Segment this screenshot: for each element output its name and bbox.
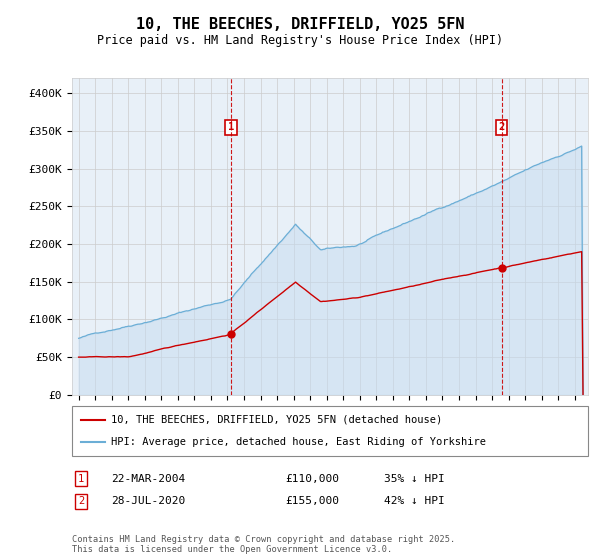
Text: £110,000: £110,000 [285,474,339,484]
Text: HPI: Average price, detached house, East Riding of Yorkshire: HPI: Average price, detached house, East… [111,437,486,447]
Text: Contains HM Land Registry data © Crown copyright and database right 2025.
This d: Contains HM Land Registry data © Crown c… [72,535,455,554]
Text: 1: 1 [78,474,84,484]
Text: 28-JUL-2020: 28-JUL-2020 [111,496,185,506]
Text: 42% ↓ HPI: 42% ↓ HPI [384,496,445,506]
Text: 10, THE BEECHES, DRIFFIELD, YO25 5FN: 10, THE BEECHES, DRIFFIELD, YO25 5FN [136,17,464,31]
Text: £155,000: £155,000 [285,496,339,506]
Text: 10, THE BEECHES, DRIFFIELD, YO25 5FN (detached house): 10, THE BEECHES, DRIFFIELD, YO25 5FN (de… [111,415,442,425]
Text: 2: 2 [499,123,505,132]
Text: 22-MAR-2004: 22-MAR-2004 [111,474,185,484]
Text: 35% ↓ HPI: 35% ↓ HPI [384,474,445,484]
Text: 2: 2 [78,496,84,506]
Text: Price paid vs. HM Land Registry's House Price Index (HPI): Price paid vs. HM Land Registry's House … [97,34,503,47]
Text: 1: 1 [228,123,234,132]
